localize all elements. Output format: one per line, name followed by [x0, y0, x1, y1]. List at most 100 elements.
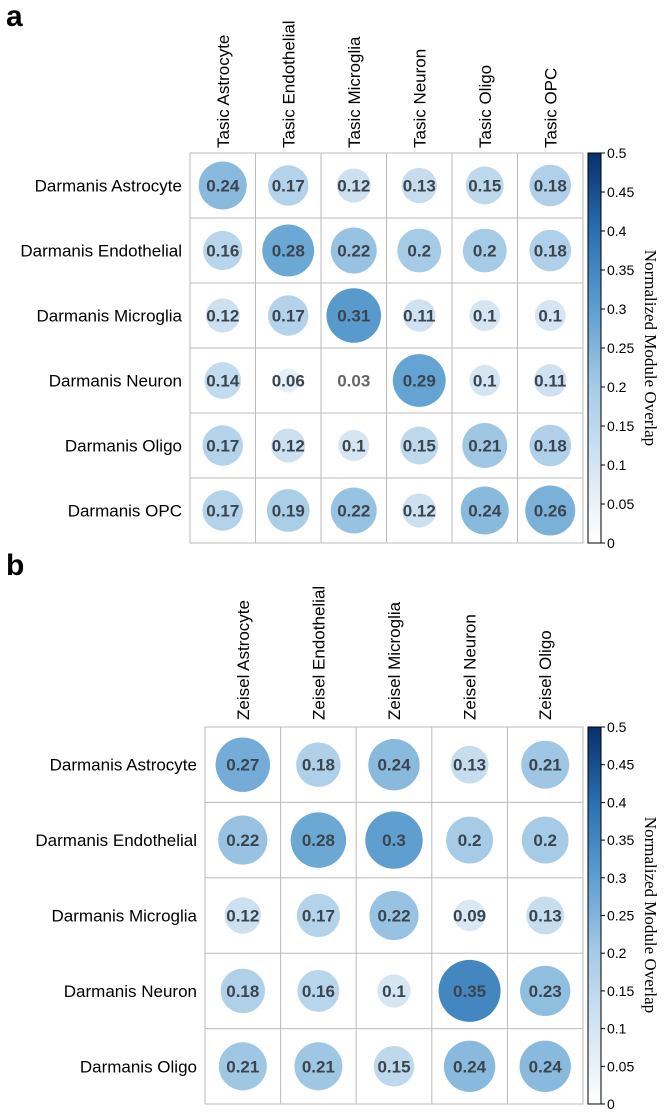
- cell-value-label: 0.31: [337, 307, 370, 326]
- colorbar-tick-label: 0.1: [607, 1021, 627, 1037]
- overlap-circle: [215, 737, 271, 792]
- cell-value-label: 0.19: [272, 502, 305, 521]
- overlap-circle: [330, 227, 377, 274]
- cell-value-label: 0.22: [377, 907, 410, 926]
- overlap-circle: [205, 298, 240, 333]
- colorbar-tick-label: 0: [607, 1096, 615, 1112]
- cell-value-label: 0.11: [403, 307, 435, 326]
- overlap-circle: [338, 429, 370, 462]
- overlap-circle: [377, 974, 411, 1008]
- overlap-circle: [529, 164, 572, 207]
- cell-value-label: 0.18: [226, 982, 259, 1001]
- overlap-circle: [296, 742, 341, 787]
- cell-value-label: 0.24: [206, 177, 240, 196]
- cell-value-label: 0.21: [529, 756, 562, 775]
- cell-value-label: 0.15: [468, 177, 501, 196]
- cell-value-label: 0.15: [377, 1057, 410, 1076]
- colorbar-tick-label: 0.2: [607, 379, 627, 395]
- colorbar-tick-label: 0.5: [607, 719, 627, 735]
- panel-letter: b: [6, 549, 24, 582]
- row-label: Darmanis Endothelial: [20, 242, 182, 261]
- cell-value-label: 0.16: [302, 982, 335, 1001]
- overlap-circle: [198, 161, 247, 210]
- colorbar-tick-label: 0.3: [607, 870, 627, 886]
- cell-value-label: 0.12: [226, 907, 259, 926]
- colorbar-tick-label: 0.25: [607, 908, 634, 924]
- overlap-circle: [521, 816, 569, 864]
- cell-value-label: 0.2: [473, 242, 497, 261]
- cell-value-label: 0.17: [272, 307, 305, 326]
- overlap-circle: [443, 1040, 496, 1092]
- cell-value-label: 0.13: [403, 177, 436, 196]
- column-label: Zeisel Neuron: [461, 614, 480, 720]
- overlap-circle: [336, 168, 371, 203]
- cell-value-label: 0.06: [272, 372, 305, 391]
- colorbar-tick-label: 0.4: [607, 794, 627, 810]
- colorbar-tick-label: 0.45: [607, 757, 634, 773]
- overlap-circle: [392, 354, 446, 407]
- overlap-circle: [262, 224, 315, 277]
- colorbar-tick-label: 0: [607, 535, 615, 551]
- row-label: Darmanis Astrocyte: [35, 177, 182, 196]
- cell-value-label: 0.12: [272, 437, 305, 456]
- overlap-circle: [218, 815, 268, 865]
- row-label: Darmanis Endothelial: [35, 831, 197, 850]
- panel-a: a Tasic Astrocyte Tasic Endothelial Tasic M…: [6, 0, 660, 551]
- cell-value-label: 0.35: [453, 982, 486, 1001]
- cell-value-label: 0.16: [206, 242, 239, 261]
- overlap-circle: [373, 1046, 415, 1087]
- cell-value-label: 0.24: [468, 502, 502, 521]
- cell-value-label: 0.24: [377, 756, 411, 775]
- cell-value-label: 0.1: [382, 982, 406, 1001]
- overlap-circle: [469, 299, 501, 332]
- column-label: Tasic Oligo: [476, 65, 495, 148]
- colorbar-tick-label: 0.5: [607, 145, 627, 161]
- cell-value-label: 0.22: [337, 242, 370, 261]
- overlap-circle: [533, 364, 567, 397]
- cell-value-label: 0.03: [337, 372, 370, 391]
- cell-value-label: 0.1: [473, 307, 497, 326]
- overlap-circle: [521, 740, 570, 789]
- cell-value-label: 0.21: [468, 437, 501, 456]
- panel-letter: a: [6, 0, 23, 33]
- cell-value-label: 0.3: [382, 831, 406, 850]
- colorbar-tick-label: 0.4: [607, 223, 627, 239]
- cell-value-label: 0.23: [529, 982, 562, 1001]
- cell-value-label: 0.17: [302, 907, 335, 926]
- cell-value-label: 0.2: [407, 242, 431, 261]
- overlap-circle: [266, 489, 310, 532]
- cell-value-label: 0.17: [206, 437, 239, 456]
- cell-value-label: 0.27: [226, 756, 259, 775]
- overlap-circle: [271, 428, 306, 463]
- colorbar-title: Normalized Module Overlap: [641, 817, 660, 1013]
- colorbar-tick-label: 0.45: [607, 184, 634, 200]
- cell-value-label: 0.2: [458, 831, 482, 850]
- row-label: Darmanis Microglia: [37, 307, 183, 326]
- cell-value-label: 0.18: [534, 177, 567, 196]
- cell-value-label: 0.22: [226, 831, 259, 850]
- overlap-circle: [330, 487, 377, 534]
- cell-value-label: 0.21: [302, 1057, 335, 1076]
- overlap-circle: [438, 959, 501, 1022]
- colorbar-tick-label: 0.15: [607, 418, 634, 434]
- overlap-circle: [294, 1042, 343, 1091]
- cell-value-label: 0.09: [453, 907, 486, 926]
- column-label: Zeisel Microglia: [385, 601, 404, 720]
- overlap-circle: [268, 165, 309, 206]
- overlap-circle: [462, 423, 508, 468]
- overlap-circle: [402, 299, 436, 332]
- overlap-circle: [402, 493, 437, 528]
- overlap-circle: [462, 228, 507, 273]
- colorbar-tick-label: 0.35: [607, 262, 634, 278]
- cell-value-label: 0.17: [272, 177, 305, 196]
- colorbar-tick-label: 0.35: [607, 832, 634, 848]
- colorbar-title: Normalized Module Overlap: [641, 250, 660, 446]
- cell-value-label: 0.29: [403, 372, 436, 391]
- overlap-circle: [365, 811, 423, 869]
- overlap-circle: [469, 364, 501, 397]
- cell-value-label: 0.24: [529, 1057, 563, 1076]
- cell-value-label: 0.28: [302, 831, 335, 850]
- overlap-circle: [202, 490, 243, 531]
- cell-value-label: 0.15: [403, 437, 436, 456]
- cell-value-label: 0.12: [403, 502, 436, 521]
